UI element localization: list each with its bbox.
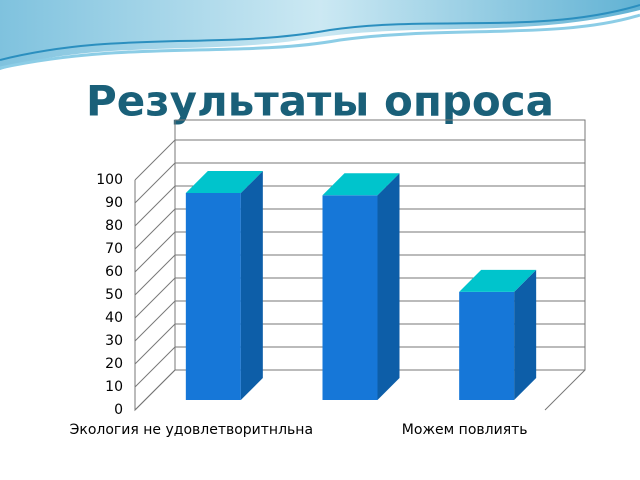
- y-tick-label: 20: [105, 356, 123, 372]
- x-tick-label: Экология не удовлетворитнльна: [70, 422, 313, 438]
- header-wave: [0, 0, 640, 70]
- grid-line: [134, 323, 176, 365]
- grid-line: [134, 139, 176, 181]
- grid-line: [134, 369, 176, 411]
- y-tick-label: 100: [96, 172, 123, 188]
- grid-line: [134, 346, 176, 388]
- y-tick-label: 30: [105, 333, 123, 349]
- bar-side: [514, 269, 537, 400]
- y-tick-label: 60: [105, 264, 123, 280]
- bar-side: [240, 171, 263, 400]
- bar-front: [185, 193, 241, 400]
- y-tick-label: 50: [105, 287, 123, 303]
- grid-line: [134, 231, 176, 273]
- grid-line: [134, 208, 176, 250]
- x-tick-label: Можем повлиять: [402, 422, 528, 438]
- bar-front: [459, 291, 515, 400]
- grid-line: [134, 300, 176, 342]
- y-tick-label: 40: [105, 310, 123, 326]
- back-wall: [175, 119, 586, 411]
- bar-top: [322, 173, 400, 196]
- grid-line: [134, 254, 176, 296]
- bar-front: [322, 195, 378, 400]
- y-tick-label: 10: [105, 379, 123, 395]
- y-tick-label: 70: [105, 241, 123, 257]
- bar-top: [185, 171, 263, 193]
- grid-line: [134, 162, 176, 204]
- grid-line: [134, 277, 176, 319]
- y-tick-label: 80: [105, 218, 123, 234]
- bar-top: [459, 269, 537, 292]
- chart-title: Результаты опроса: [86, 77, 554, 126]
- grid-line: [134, 185, 176, 227]
- bar-side: [377, 173, 400, 400]
- y-tick-label: 90: [105, 195, 123, 211]
- y-tick-label: 0: [114, 402, 123, 418]
